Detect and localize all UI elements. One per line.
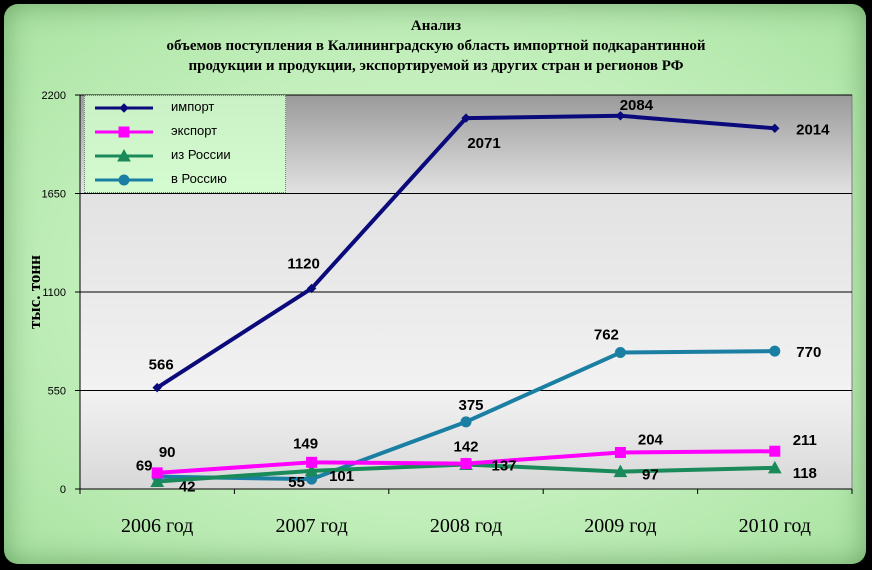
data-point-to-russia	[769, 345, 781, 357]
data-label-from-russia: 101	[329, 468, 354, 485]
x-tick-label: 2010 год	[739, 515, 811, 537]
y-tick-label: 1100	[42, 287, 66, 299]
legend-label-to-russia: в Россию	[171, 171, 227, 186]
data-point-export	[306, 456, 318, 468]
chart-title-line-1: Анализ	[410, 18, 462, 34]
legend-swatch-from-russia	[95, 148, 153, 162]
legend-item-export: экспорт	[85, 121, 285, 143]
data-label-export: 149	[293, 435, 318, 452]
legend-item-import: импорт	[85, 97, 285, 119]
y-tick-label: 0	[60, 484, 66, 496]
data-point-from-russia	[150, 474, 165, 487]
data-label-from-russia: 42	[179, 478, 196, 495]
chart-title: Анализ объемов поступления в Калининград…	[0, 16, 872, 76]
data-point-export	[769, 445, 781, 457]
legend-label-export: экспорт	[171, 123, 218, 138]
data-point-import	[306, 283, 317, 294]
data-point-to-russia	[460, 416, 472, 428]
x-tick-label: 2009 год	[584, 515, 656, 537]
data-label-to-russia: 55	[288, 474, 305, 491]
legend: импорт экспорт из России в Россию	[84, 95, 286, 193]
data-label-export: 211	[793, 432, 817, 449]
legend-item-from-russia: из России	[85, 145, 285, 167]
data-label-import: 1120	[287, 255, 320, 272]
data-label-import: 566	[149, 357, 174, 374]
legend-swatch-to-russia	[95, 174, 153, 186]
data-point-import	[152, 382, 162, 393]
y-tick-label: 550	[48, 386, 66, 398]
x-tick-label: 2008 год	[430, 515, 502, 537]
data-label-import: 2084	[620, 97, 654, 114]
data-point-import	[461, 113, 471, 123]
data-label-export: 204	[638, 431, 664, 448]
data-label-import: 2071	[467, 135, 500, 152]
legend-marker	[117, 148, 131, 162]
data-label-to-russia: 375	[458, 397, 483, 414]
data-label-export: 142	[453, 439, 478, 456]
data-point-export	[151, 467, 163, 479]
data-label-to-russia: 762	[594, 327, 619, 344]
legend-label-from-russia: из России	[171, 147, 231, 162]
x-tick-label: 2007 год	[275, 515, 347, 537]
legend-swatch-export	[95, 126, 153, 138]
legend-marker	[119, 103, 129, 113]
data-label-from-russia: 118	[793, 465, 817, 482]
data-label-to-russia: 69	[136, 458, 153, 475]
data-point-export	[614, 446, 626, 458]
legend-marker	[118, 126, 130, 138]
data-point-import	[770, 123, 780, 134]
data-point-export	[460, 458, 472, 470]
legend-marker	[118, 174, 130, 186]
data-point-from-russia	[304, 463, 319, 477]
y-axis-title: тыс. тонн	[25, 255, 44, 329]
data-label-to-russia: 770	[796, 344, 821, 361]
data-point-import	[615, 111, 626, 121]
chart-title-line-3: продукции и продукции, экспортируемой из…	[188, 58, 684, 74]
legend-item-to-russia: в Россию	[85, 169, 285, 191]
data-label-from-russia: 97	[642, 467, 659, 484]
data-label-export: 90	[159, 444, 176, 461]
x-tick-label: 2006 год	[121, 515, 193, 537]
legend-swatch-import	[95, 103, 153, 113]
data-label-import: 2014	[796, 121, 830, 138]
chart-title-line-2: объемов поступления в Калининградскую об…	[166, 38, 706, 54]
data-point-from-russia	[613, 464, 628, 478]
data-label-from-russia: 137	[491, 457, 516, 474]
y-tick-label: 2200	[42, 90, 66, 102]
y-tick-label: 1650	[42, 189, 66, 201]
data-point-from-russia	[767, 460, 782, 474]
data-point-to-russia	[614, 347, 626, 359]
legend-label-import: импорт	[171, 99, 215, 114]
